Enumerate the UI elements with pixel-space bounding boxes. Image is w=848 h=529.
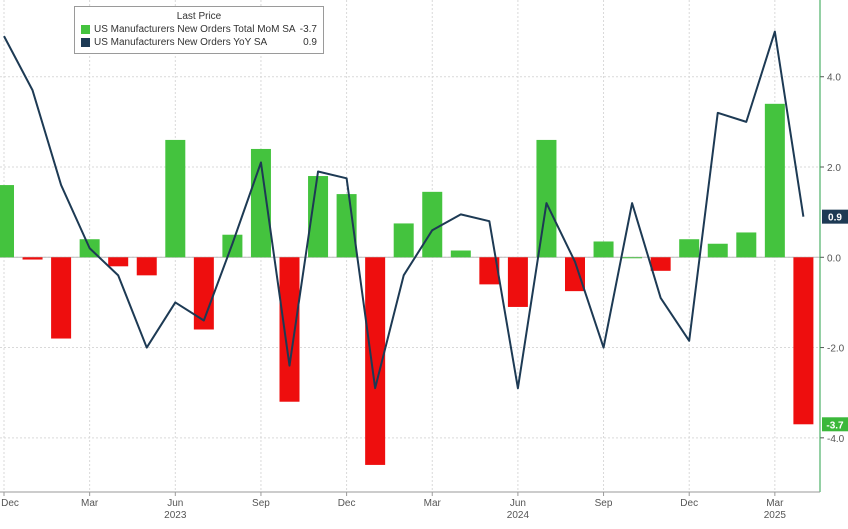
bar-2023-10 xyxy=(280,257,300,401)
bar-2024-03 xyxy=(422,192,442,257)
legend: Last Price US Manufacturers New Orders T… xyxy=(74,6,324,54)
last-value-badge-label: 0.9 xyxy=(828,213,842,224)
legend-header: Last Price xyxy=(75,11,323,22)
bar-2023-04 xyxy=(108,257,128,266)
last-value-badges: 0.9 -3.7 xyxy=(822,210,848,432)
bar-2023-06 xyxy=(165,140,185,257)
x-tick-label: Sep xyxy=(252,498,270,509)
x-tick-label: Jun xyxy=(510,498,526,509)
bar-2024-06 xyxy=(508,257,528,307)
y-tick-label: 2.0 xyxy=(827,163,841,174)
y-tick-label: -4.0 xyxy=(827,434,845,445)
x-tick-label: Mar xyxy=(766,498,784,509)
x-year-label: 2024 xyxy=(507,510,530,521)
legend-label-yoy: US Manufacturers New Orders YoY SA xyxy=(94,37,267,49)
bar-2024-12 xyxy=(679,239,699,257)
bar-2024-11 xyxy=(651,257,671,271)
legend-value-yoy: 0.9 xyxy=(303,37,317,49)
x-tick-label: Dec xyxy=(338,498,356,509)
bar-2025-02 xyxy=(736,232,756,257)
x-tick-label: Sep xyxy=(595,498,613,509)
x-tick-label: Mar xyxy=(424,498,442,509)
bar-2025-03 xyxy=(765,104,785,257)
bar-2023-01 xyxy=(23,257,43,259)
bar-2025-04 xyxy=(793,257,813,424)
line-series xyxy=(4,32,803,389)
y-tick-label: 0.0 xyxy=(827,253,841,264)
x-tick-label: Mar xyxy=(81,498,99,509)
legend-swatch-yoy xyxy=(81,38,90,47)
bar-2022-12 xyxy=(0,185,14,257)
legend-value-mom: -3.7 xyxy=(300,24,317,36)
legend-item-mom: US Manufacturers New Orders Total MoM SA… xyxy=(81,24,317,36)
x-tick-label: Dec xyxy=(680,498,698,509)
y-tick-label: -2.0 xyxy=(827,344,845,355)
bar-2024-07 xyxy=(536,140,556,257)
bar-2024-02 xyxy=(394,223,414,257)
last-value-badge-label: -3.7 xyxy=(826,420,844,431)
bar-2024-04 xyxy=(451,251,471,258)
x-year-label: 2023 xyxy=(164,510,187,521)
bar-2025-01 xyxy=(708,244,728,258)
bar-2023-05 xyxy=(137,257,157,275)
legend-label-mom: US Manufacturers New Orders Total MoM SA xyxy=(94,24,296,36)
x-tick-label: Dec xyxy=(1,498,19,509)
x-year-label: 2025 xyxy=(764,510,787,521)
yoy-line xyxy=(4,32,803,389)
legend-item-yoy: US Manufacturers New Orders YoY SA 0.9 xyxy=(81,37,317,49)
legend-swatch-mom xyxy=(81,25,90,34)
x-tick-label: Jun xyxy=(167,498,183,509)
y-tick-label: 4.0 xyxy=(827,73,841,84)
bar-2023-02 xyxy=(51,257,71,338)
bar-2024-10 xyxy=(622,257,642,258)
bar-2024-09 xyxy=(594,241,614,257)
